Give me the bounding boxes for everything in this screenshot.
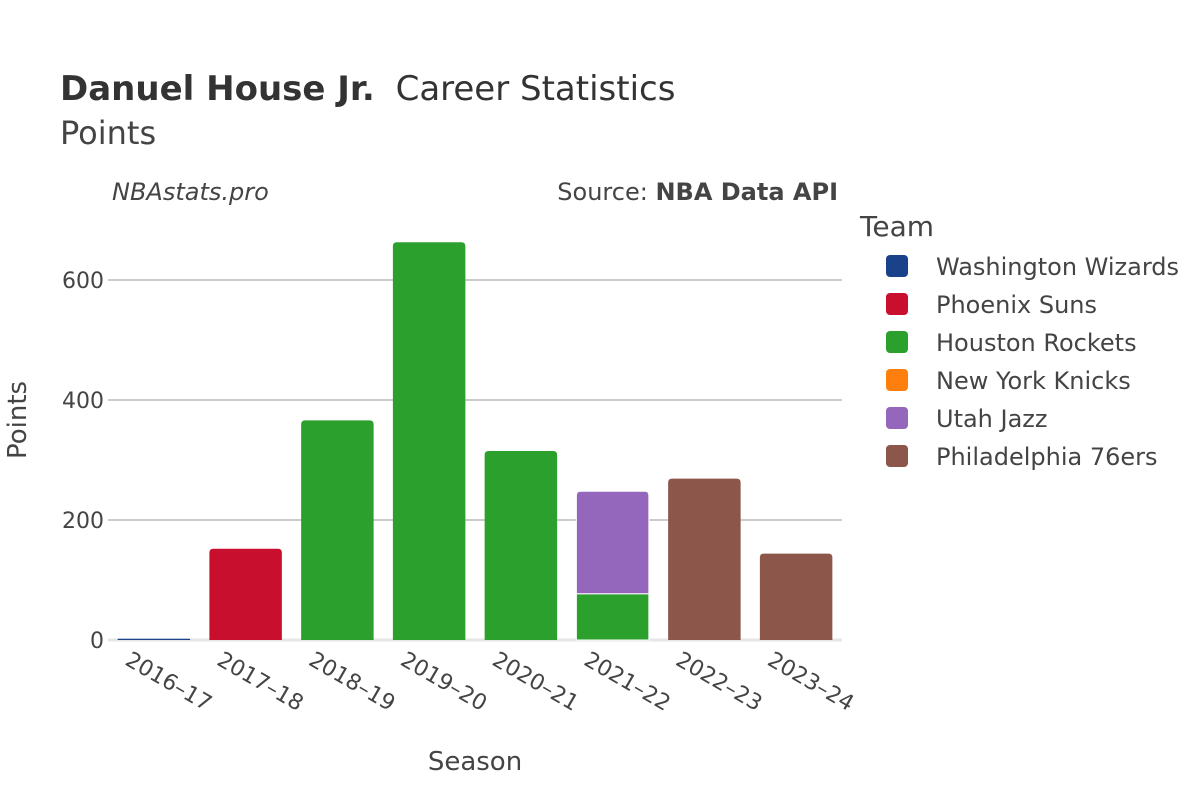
x-tick-label: 2016–17 [121,648,216,717]
legend-label: Phoenix Suns [936,291,1097,319]
legend-swatch [886,445,908,467]
x-tick-label: 2023–24 [763,648,858,717]
legend-label: Houston Rockets [936,329,1137,357]
player-name: Danuel House Jr. [60,69,375,109]
legend-label: Philadelphia 76ers [936,443,1158,471]
bar-segment [209,548,282,640]
chart-title: Danuel House Jr. Career Statistics [60,69,675,109]
title-rest: Career Statistics [396,69,676,109]
source-prefix: Source: [557,178,655,206]
source-note: Source: NBA Data API [557,178,838,206]
x-axis-title: Season [428,747,522,777]
bar-segment [301,420,374,640]
x-tick-label: 2022–23 [671,648,766,717]
legend-swatch [886,255,908,277]
y-axis-ticks: 0 200 400 600 [62,269,104,654]
y-tick-label: 200 [62,509,104,534]
chart-subtitle: Points [60,114,156,152]
x-tick-label: 2021–22 [580,648,675,717]
bars [117,242,833,641]
legend-swatch [886,293,908,315]
bar-segment [484,451,558,640]
bar-segment [759,553,833,640]
legend-label: Washington Wizards [936,253,1179,281]
legend-swatch [886,369,908,391]
legend-label: New York Knicks [936,367,1131,395]
x-tick-label: 2017–18 [213,648,308,717]
x-axis-ticks: 2016–172017–182018–192019–202020–212021–… [121,648,858,717]
legend-title: Team [859,210,934,243]
x-tick-label: 2020–21 [488,648,583,717]
bar-segment [117,638,191,640]
bar-segment [392,242,466,640]
legend-label: Utah Jazz [936,405,1048,433]
bar-segment [575,490,650,595]
bar-segment [575,593,650,641]
x-tick-label: 2018–19 [304,648,399,717]
legend-swatch [886,407,908,429]
watermark: NBAstats.pro [112,178,269,206]
source-name: NBA Data API [655,178,838,206]
y-axis-title: Points [3,381,33,459]
y-tick-label: 400 [62,389,104,414]
y-tick-label: 600 [62,269,104,294]
legend: Team Washington Wizards Phoenix Suns Houst… [859,210,1179,471]
y-tick-label: 0 [90,629,104,654]
x-tick-label: 2019–20 [396,648,491,717]
bar-segment [668,478,741,640]
legend-items: Washington Wizards Phoenix Suns Houston Ro… [886,253,1179,471]
legend-swatch [886,331,908,353]
